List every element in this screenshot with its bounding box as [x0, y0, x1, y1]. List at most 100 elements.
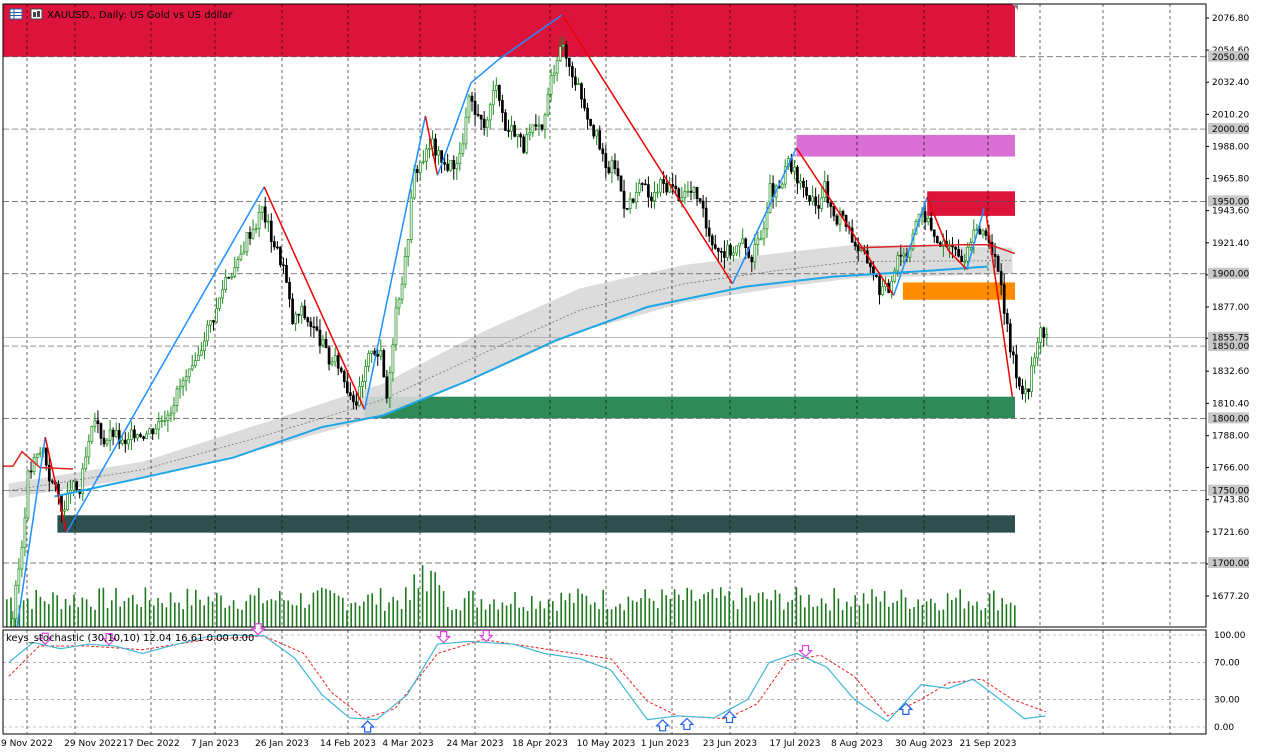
volume-bar — [190, 605, 193, 627]
volume-bar — [837, 598, 840, 627]
volume-bar — [594, 602, 596, 627]
volume-bar — [270, 599, 273, 627]
candle-body — [856, 245, 860, 251]
candle-body — [212, 320, 215, 323]
candle-body — [84, 456, 88, 470]
candle-body — [835, 215, 839, 225]
date-axis-label: 9 Nov 2022 — [1, 739, 53, 749]
candle-body — [504, 112, 507, 131]
candle-body — [713, 244, 717, 249]
candle-body — [963, 260, 967, 263]
candle-body — [20, 547, 24, 570]
volume-bar — [741, 587, 743, 627]
candle-body — [491, 90, 495, 106]
candle-body — [634, 192, 638, 203]
candle-body — [729, 244, 732, 256]
zigzag-up-leg — [436, 82, 472, 176]
volume-bar — [917, 599, 919, 627]
candle-body — [32, 457, 36, 472]
zigzag-up-leg — [16, 437, 46, 627]
volume-bar — [157, 597, 159, 627]
volume-bar — [346, 610, 348, 627]
candle-body — [309, 321, 313, 327]
volume-bar — [833, 587, 835, 627]
price-tick-label: 1921.40 — [1212, 239, 1249, 249]
candle-body — [644, 183, 647, 186]
candle-body — [206, 324, 209, 342]
candle-body — [163, 420, 167, 422]
volume-bar — [132, 594, 134, 627]
volume-bar — [976, 601, 978, 627]
volume-bar — [329, 590, 331, 627]
volume-bar — [862, 593, 865, 627]
volume-bar — [484, 609, 487, 627]
volume-bar — [993, 590, 995, 627]
price-level-tag — [1208, 412, 1249, 424]
volume-bar — [627, 596, 630, 627]
volume-bar — [64, 599, 67, 627]
candle-body — [689, 190, 693, 193]
zigzag-down-leg — [984, 205, 1014, 397]
chart-shift-marker[interactable] — [1012, 4, 1018, 10]
candle-body — [571, 66, 574, 78]
candle-body — [759, 238, 763, 241]
candle-body — [236, 259, 240, 268]
candle-body — [111, 429, 115, 437]
volume-bar — [682, 599, 684, 627]
candle-body — [625, 208, 629, 210]
date-axis-label: 26 Jan 2023 — [255, 739, 309, 749]
candle-body — [418, 161, 422, 173]
candle-body — [123, 439, 127, 445]
candle-body — [653, 191, 656, 202]
sell-arrow-icon — [436, 631, 452, 644]
candle-body — [324, 339, 328, 349]
price-tick-label: 1743.80 — [1212, 496, 1249, 506]
volume-bar — [522, 607, 525, 627]
volume-bar — [535, 608, 537, 627]
candle-body — [665, 183, 668, 193]
volume-bar — [325, 588, 327, 627]
volume-bar — [493, 599, 495, 627]
candle-body — [38, 452, 42, 455]
candle-body — [723, 251, 726, 258]
volume-bar — [472, 590, 474, 627]
price-level-label: 1950.00 — [1212, 197, 1249, 207]
candle-body — [184, 376, 188, 381]
volume-bar — [22, 600, 25, 627]
volume-bar — [745, 597, 747, 627]
candle-body — [461, 143, 465, 154]
volume-bar — [636, 601, 638, 627]
candle-body — [814, 196, 818, 206]
volume-bar — [694, 601, 697, 627]
candle-body — [1024, 388, 1027, 395]
candle-body — [716, 248, 720, 252]
volume-bar — [749, 595, 751, 627]
volume-bar — [81, 597, 84, 627]
candle-body — [558, 46, 562, 61]
volume-bar — [266, 600, 268, 627]
candle-body — [321, 339, 325, 346]
volume-bar — [447, 606, 449, 627]
candle-body — [756, 238, 760, 245]
stochastic-pane[interactable]: 100.00 70.00 30.00 0.00 — [2, 623, 1246, 735]
candle-body — [300, 305, 304, 316]
volume-bar — [547, 599, 550, 627]
candle-body — [355, 401, 358, 406]
candle-body — [11, 618, 15, 627]
volume-bar — [854, 595, 856, 627]
candle-body — [105, 439, 109, 445]
volume-bar — [959, 589, 961, 627]
candle-body — [485, 119, 489, 128]
volume-bar — [871, 589, 873, 627]
volume-bar — [774, 589, 777, 627]
candle-body — [710, 235, 714, 246]
price-tick-label: 1832.60 — [1212, 367, 1249, 377]
candle-body — [753, 244, 757, 263]
candle-body — [458, 153, 462, 165]
volume-bar — [795, 587, 798, 627]
candle-body — [677, 188, 681, 202]
date-axis-label: 8 Aug 2023 — [831, 739, 883, 749]
candle-body — [701, 200, 705, 209]
